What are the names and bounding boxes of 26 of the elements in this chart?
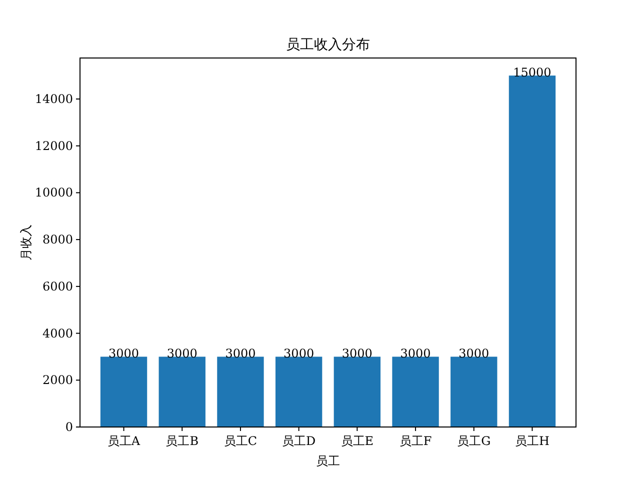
data-label: 3000	[108, 346, 140, 361]
y-axis-title: 月收入	[19, 224, 33, 260]
x-tick-label: 员工D	[282, 434, 316, 448]
x-tick-label: 员工F	[399, 434, 432, 448]
data-label: 3000	[342, 346, 372, 361]
data-label: 3000	[284, 346, 314, 361]
y-tick-label: 14000	[34, 92, 73, 106]
y-tick-label: 10000	[34, 186, 73, 200]
y-tick-label: 4000	[42, 326, 73, 340]
y-tick-label: 2000	[42, 373, 73, 388]
y-tick-label: 0	[65, 420, 73, 434]
x-tick-label: 员工C	[224, 434, 258, 448]
data-label: 3000	[400, 346, 431, 361]
y-tick-label: 12000	[34, 138, 73, 153]
y-tick-label: 6000	[42, 279, 73, 294]
y-tick-label: 8000	[42, 232, 73, 247]
x-tick-label: 员工E	[340, 434, 374, 448]
x-tick-label: 员工H	[515, 434, 550, 448]
x-tick-label: 员工B	[166, 434, 199, 448]
data-label: 3000	[225, 346, 256, 361]
chart-title: 员工收入分布	[286, 37, 370, 53]
data-label: 3000	[166, 346, 198, 361]
x-tick-label: 员工G	[457, 434, 491, 448]
data-label: 3000	[458, 346, 490, 361]
x-axis-title: 员工	[316, 454, 340, 468]
x-tick-label: 员工A	[107, 434, 140, 448]
